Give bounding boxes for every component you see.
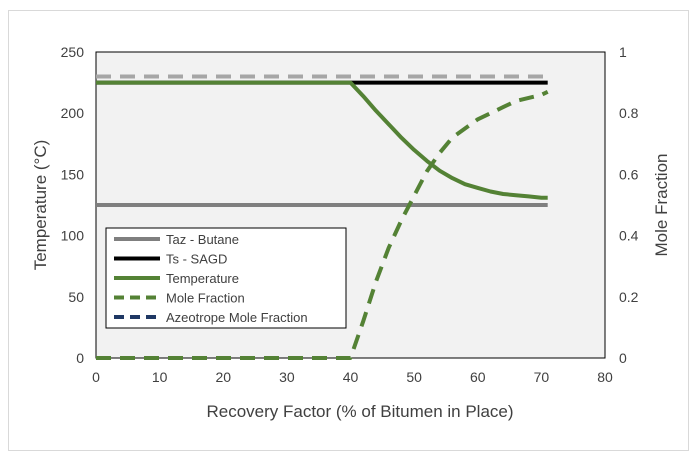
y-axis-label: Temperature (°C): [31, 140, 50, 271]
x-tick-label: 70: [534, 369, 550, 385]
y2-tick-label: 0.6: [619, 166, 639, 182]
series-line: [96, 80, 548, 200]
x-tick-label: 10: [152, 369, 168, 385]
x-tick-label: 50: [406, 369, 422, 385]
legend-label: Temperature: [166, 271, 239, 286]
x-tick-label: 80: [597, 369, 613, 385]
series-layer: [96, 74, 549, 360]
y-tick-label: 250: [61, 44, 85, 60]
legend-label: Ts - SAGD: [166, 252, 227, 267]
x-tick-labels: 0 10 20 30 40 50 60 70 80: [92, 369, 613, 385]
y-tick-label: 200: [61, 105, 85, 121]
y2-tick-label: 1: [619, 44, 627, 60]
y-tick-label: 50: [68, 289, 84, 305]
y2-tick-label: 0.4: [619, 228, 639, 244]
y2-tick-label: 0.2: [619, 289, 639, 305]
legend-items: Taz - Butane Ts - SAGD Temperature Mole Fra…: [114, 232, 308, 325]
y-tick-label: 100: [61, 228, 85, 244]
legend-label: Azeotrope Mole Fraction: [166, 310, 308, 325]
y-tick-label: 150: [61, 166, 85, 182]
y2-tick-label: 0.8: [619, 105, 639, 121]
y-tick-labels: 0 50 100 150 200 250: [61, 44, 85, 366]
x-tick-label: 0: [92, 369, 100, 385]
y2-tick-labels: 0 0.2 0.4 0.6 0.8 1: [619, 44, 639, 366]
y2-axis-label: Mole Fraction: [652, 154, 671, 257]
legend-label: Taz - Butane: [166, 232, 239, 247]
y-tick-label: 0: [76, 350, 84, 366]
x-tick-label: 60: [470, 369, 486, 385]
x-axis-label: Recovery Factor (% of Bitumen in Place): [206, 402, 513, 421]
x-tick-label: 40: [343, 369, 359, 385]
x-tick-label: 20: [215, 369, 231, 385]
legend-label: Mole Fraction: [166, 291, 245, 306]
series-line: [96, 89, 549, 360]
legend: Taz - Butane Ts - SAGD Temperature Mole Fra…: [105, 227, 347, 329]
y2-tick-label: 0: [619, 350, 627, 366]
x-tick-label: 30: [279, 369, 295, 385]
